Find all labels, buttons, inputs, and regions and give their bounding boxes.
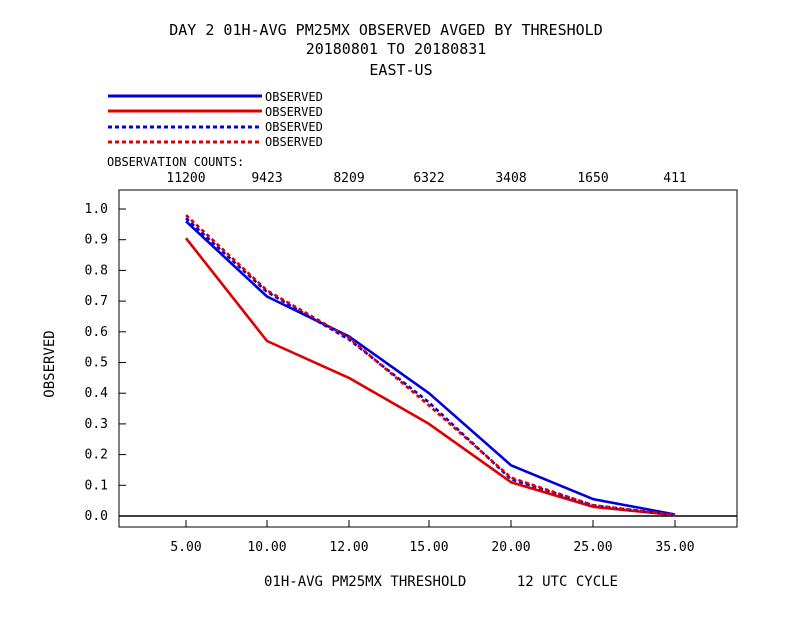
observation-count: 11200	[166, 171, 205, 186]
x-tick-label: 10.00	[247, 540, 286, 555]
observation-count: 1650	[577, 171, 608, 186]
x-tick-label: 20.00	[491, 540, 530, 555]
observation-count: 9423	[251, 171, 282, 186]
y-tick-label: 0.6	[85, 325, 108, 340]
observation-count: 8209	[333, 171, 364, 186]
legend-label-4: OBSERVED	[265, 135, 323, 149]
observation-count: 411	[663, 171, 686, 186]
chart-title-line3: EAST-US	[369, 61, 432, 79]
legend-label-3: OBSERVED	[265, 120, 323, 134]
y-tick-label: 0.1	[85, 478, 108, 493]
y-tick-label: 1.0	[85, 202, 108, 217]
x-tick-label: 35.00	[655, 540, 694, 555]
x-axis-ticks: 5.00 10.00 12.00 15.00 20.00 25.00 35.00	[170, 520, 695, 555]
legend-label-1: OBSERVED	[265, 90, 323, 104]
y-axis-ticks: 0.0 0.1 0.2 0.3 0.4 0.5 0.6 0.7 0.8 0.9 1.0	[85, 202, 126, 524]
series-line-3	[185, 217, 676, 517]
legend: OBSERVED OBSERVED OBSERVED OBSERVED	[108, 90, 323, 149]
series-line-1	[185, 220, 676, 516]
observation-count: 6322	[413, 171, 444, 186]
series-lines	[184, 214, 676, 517]
x-tick-label: 15.00	[409, 540, 448, 555]
series-line-2	[184, 237, 676, 517]
x-axis-label: 01H-AVG PM25MX THRESHOLD 12 UTC CYCLE	[264, 574, 618, 590]
observation-counts-label: OBSERVATION COUNTS:	[107, 155, 244, 169]
series-line-4	[185, 214, 676, 517]
x-tick-label: 25.00	[573, 540, 612, 555]
chart-title-line1: DAY 2 01H-AVG PM25MX OBSERVED AVGED BY T…	[169, 21, 602, 39]
x-tick-label: 12.00	[329, 540, 368, 555]
legend-label-2: OBSERVED	[265, 105, 323, 119]
chart-title-line2: 20180801 TO 20180831	[306, 40, 487, 58]
y-axis-label: OBSERVED	[42, 330, 58, 397]
y-tick-label: 0.5	[85, 356, 108, 371]
y-tick-label: 0.3	[85, 417, 108, 432]
observation-count: 3408	[495, 171, 526, 186]
y-tick-label: 0.9	[85, 233, 108, 248]
y-tick-label: 0.2	[85, 448, 108, 463]
plot-frame	[118, 189, 738, 528]
y-tick-label: 0.7	[85, 294, 108, 309]
y-tick-label: 0.0	[85, 509, 108, 524]
observation-counts: 11200 9423 8209 6322 3408 1650 411	[166, 171, 686, 186]
y-tick-label: 0.4	[85, 386, 109, 401]
x-tick-label: 5.00	[170, 540, 201, 555]
y-tick-label: 0.8	[85, 263, 108, 278]
